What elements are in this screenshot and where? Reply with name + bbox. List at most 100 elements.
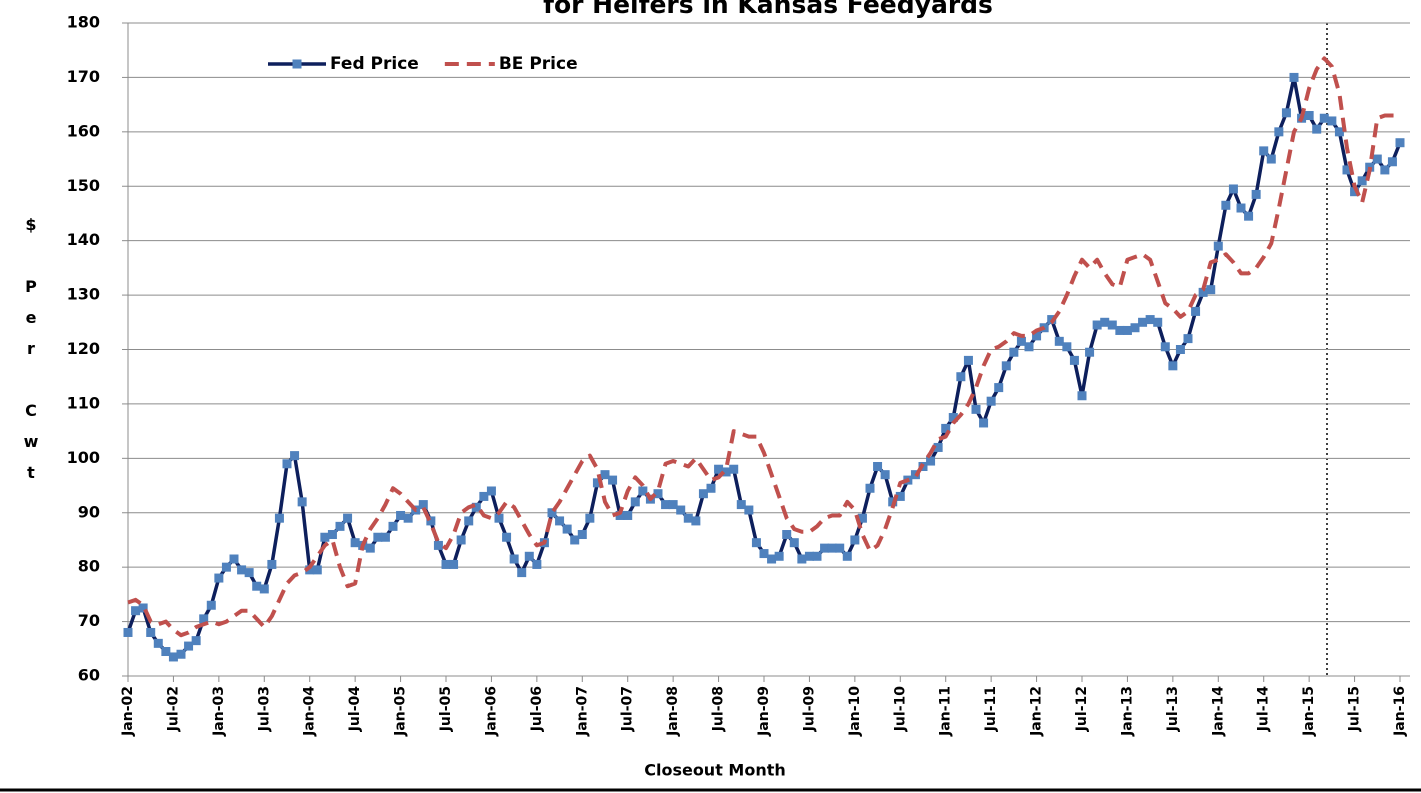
marker (1085, 347, 1095, 357)
marker (577, 530, 587, 540)
marker (926, 456, 936, 466)
marker (1357, 176, 1367, 186)
marker (494, 513, 504, 523)
y-tick-label: 100 (67, 448, 100, 467)
x-tick-label: Jan-03 (211, 686, 227, 737)
marker (683, 513, 693, 523)
x-tick-label: Jul-02 (165, 686, 181, 732)
marker (971, 404, 981, 414)
marker (1001, 361, 1011, 371)
x-tick-label: Jul-14 (1256, 686, 1272, 733)
x-tick-label: Jan-12 (1029, 686, 1045, 737)
marker (638, 486, 648, 496)
marker (1160, 342, 1170, 352)
marker (312, 565, 322, 575)
marker (963, 355, 973, 365)
marker (751, 538, 761, 548)
marker (729, 464, 739, 474)
marker (161, 647, 171, 657)
marker (1175, 345, 1185, 354)
marker (714, 464, 724, 474)
marker (290, 451, 300, 461)
marker (797, 554, 807, 564)
marker (252, 581, 262, 591)
marker (767, 554, 777, 564)
marker (827, 543, 837, 553)
x-tick-label: Jan-05 (393, 686, 409, 737)
marker (547, 508, 557, 518)
marker (1062, 342, 1072, 352)
marker (1009, 347, 1019, 357)
marker (123, 627, 133, 637)
chart-title: for Heifers in Kansas Feedyards (543, 0, 993, 19)
marker (933, 442, 943, 452)
y-tick-label: 120 (67, 339, 100, 358)
x-tick-label: Jul-10 (892, 686, 908, 733)
marker (297, 497, 307, 507)
y-axis-label: $ Per Cwt (22, 215, 41, 494)
x-tick-label: Jul-11 (983, 686, 999, 732)
marker (1334, 127, 1344, 137)
marker (812, 551, 822, 561)
marker (509, 554, 519, 564)
marker (1198, 287, 1208, 297)
marker (131, 606, 141, 616)
x-tick-label: Jul-08 (711, 686, 727, 732)
marker (456, 535, 466, 545)
x-tick-label: Jul-06 (529, 686, 545, 732)
y-tick-label: 110 (67, 393, 100, 412)
marker (1221, 200, 1231, 210)
x-tick-label: Jan-16 (1392, 686, 1408, 737)
x-tick-label: Jan-04 (302, 686, 318, 737)
marker (941, 423, 951, 433)
marker (555, 516, 565, 526)
marker (736, 500, 746, 510)
x-tick-label: Jan-11 (938, 686, 954, 737)
marker (1206, 285, 1216, 295)
x-tick-label: Jan-09 (756, 686, 772, 737)
x-tick-label: Jul-09 (801, 686, 817, 732)
x-tick-label: Jul-03 (256, 686, 272, 732)
marker (1319, 113, 1329, 123)
y-tick-label: 150 (67, 176, 100, 195)
marker (1032, 331, 1042, 341)
marker (350, 538, 360, 548)
marker (388, 521, 398, 531)
series-line (127, 56, 1400, 638)
marker (668, 500, 678, 510)
marker (237, 565, 247, 575)
y-tick-label: 180 (67, 13, 100, 32)
marker (176, 649, 186, 659)
marker (1395, 138, 1405, 148)
marker (661, 500, 671, 510)
x-tick-label: Jan-14 (1210, 686, 1226, 737)
marker (842, 551, 852, 561)
legend-label: BE Price (499, 54, 578, 74)
marker (721, 467, 731, 477)
marker (994, 383, 1004, 393)
marker (1372, 154, 1382, 164)
x-tick-label: Jul-04 (347, 686, 363, 733)
marker (850, 535, 860, 545)
marker (562, 524, 572, 534)
marker (873, 461, 883, 471)
marker (782, 530, 792, 540)
marker (403, 513, 413, 523)
marker (759, 549, 769, 559)
marker (214, 573, 224, 583)
marker (343, 513, 353, 523)
marker (691, 516, 701, 526)
marker (524, 551, 534, 561)
x-tick-label: Jul-15 (1347, 686, 1363, 732)
y-tick-label: 70 (78, 611, 100, 630)
marker (956, 372, 966, 382)
marker (1266, 154, 1276, 164)
marker (191, 636, 201, 646)
marker (1289, 72, 1299, 82)
marker (244, 568, 254, 578)
marker (630, 497, 640, 507)
marker (449, 559, 459, 569)
marker (1380, 165, 1390, 175)
marker (986, 396, 996, 406)
